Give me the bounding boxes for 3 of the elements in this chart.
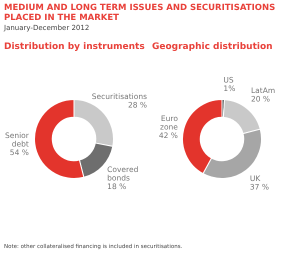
chart-title: Distribution by instruments bbox=[4, 42, 146, 54]
chart-title: Geographic distribution bbox=[152, 42, 274, 54]
text: MEDIUM AND LONG TERM ISSUES AND SECURITISATIONS PLACED IN THE MARKET bbox=[4, 3, 276, 23]
